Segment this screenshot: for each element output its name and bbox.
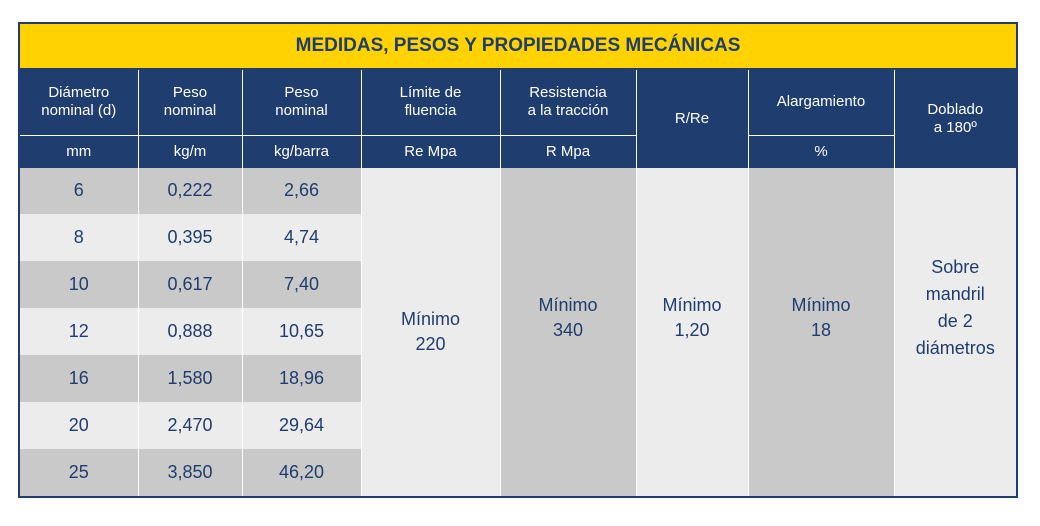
properties-table: MEDIDAS, PESOS Y PROPIEDADES MECÁNICAS D… — [20, 24, 1017, 496]
cell-kgbarra: 7,40 — [242, 261, 362, 309]
cell-kgm: 3,850 — [138, 449, 243, 496]
cell-diametro: 10 — [20, 261, 139, 309]
header-doblado: Doblado a 180º — [894, 69, 1017, 168]
header-r-re: R/Re — [636, 69, 749, 168]
cell-kgm: 2,470 — [138, 402, 243, 450]
table-row: 6 0,222 2,66 Mínimo 220 Mínimo 340 Mínimo 1… — [20, 167, 1017, 496]
cell-diametro: 8 — [20, 214, 139, 262]
header-alargamiento: Alargamiento — [748, 69, 895, 135]
header-peso-kgm: Peso nominal — [138, 69, 243, 135]
unit-percent: % — [748, 134, 895, 168]
cell-diametro: 16 — [20, 355, 139, 403]
cell-kgbarra: 29,64 — [242, 402, 362, 450]
unit-kgm: kg/m — [138, 134, 243, 168]
table-row: 16 1,580 18,96 — [20, 355, 1016, 403]
cell-diametro: 6 — [20, 167, 139, 215]
table-title: MEDIDAS, PESOS Y PROPIEDADES MECÁNICAS — [20, 24, 1017, 70]
cell-fluencia-minimo: Mínimo 220 — [361, 167, 501, 496]
cell-alargamiento-minimo: Mínimo 18 — [748, 167, 895, 496]
cell-kgm: 0,617 — [138, 261, 243, 309]
unit-kgbarra: kg/barra — [242, 134, 362, 168]
cell-diametro: 25 — [20, 449, 139, 496]
cell-rre-minimo: Mínimo 1,20 — [636, 167, 749, 496]
cell-kgbarra: 10,65 — [242, 308, 362, 356]
table-row: 12 0,888 10,65 — [20, 308, 1016, 356]
header-diametro: Diámetro nominal (d) — [20, 69, 139, 135]
cell-kgbarra: 2,66 — [242, 167, 362, 215]
cell-diametro: 20 — [20, 402, 139, 450]
header-peso-kgbarra: Peso nominal — [242, 69, 362, 135]
table-row: 10 0,617 7,40 — [20, 261, 1016, 309]
cell-kgm: 0,888 — [138, 308, 243, 356]
unit-r-mpa: R Mpa — [500, 134, 637, 168]
cell-doblado: Sobre mandril de 2 diámetros — [894, 167, 1017, 496]
header-limite-fluencia: Límite de fluencia — [361, 69, 501, 135]
table-row: 8 0,395 4,74 — [20, 214, 1016, 262]
cell-kgbarra: 4,74 — [242, 214, 362, 262]
cell-kgbarra: 46,20 — [242, 449, 362, 496]
table-row: 20 2,470 29,64 — [20, 402, 1016, 450]
cell-kgm: 0,222 — [138, 167, 243, 215]
header-resistencia-traccion: Resistencia a la tracción — [500, 69, 637, 135]
unit-mm: mm — [20, 134, 139, 168]
table-row: 25 3,850 46,20 — [20, 449, 1016, 496]
properties-table-frame: MEDIDAS, PESOS Y PROPIEDADES MECÁNICAS D… — [18, 22, 1018, 498]
cell-diametro: 12 — [20, 308, 139, 356]
cell-kgbarra: 18,96 — [242, 355, 362, 403]
cell-kgm: 1,580 — [138, 355, 243, 403]
unit-re-mpa: Re Mpa — [361, 134, 501, 168]
cell-traccion-minimo: Mínimo 340 — [500, 167, 637, 496]
cell-kgm: 0,395 — [138, 214, 243, 262]
